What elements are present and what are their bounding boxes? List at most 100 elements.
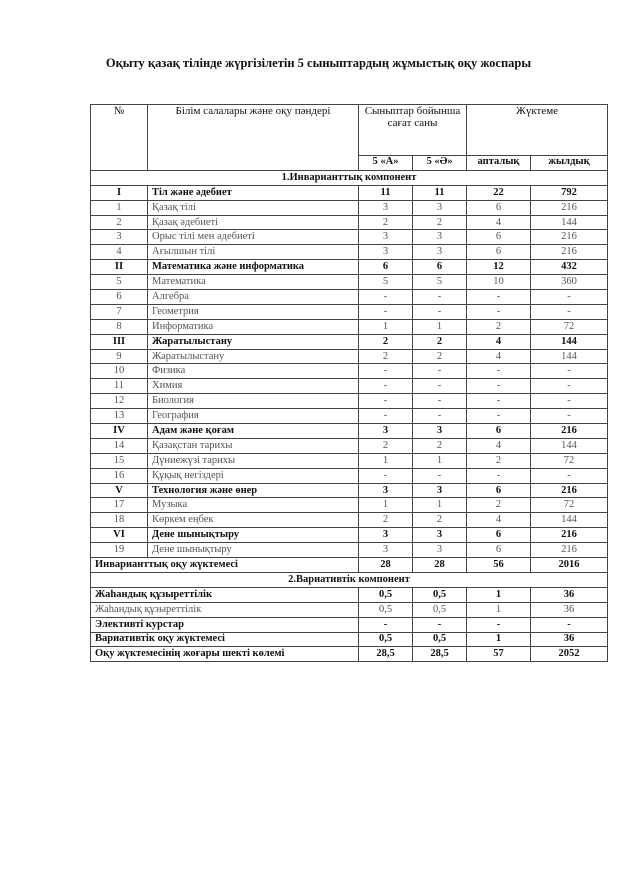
table-row: 18 Көркем еңбек 2 2 4 144 xyxy=(90,512,609,529)
table-row: Жаһандық құзыреттілік 0,5 0,5 1 36 xyxy=(90,601,609,618)
table-row: Инварианттық оқу жүктемесі 28 28 56 2016 xyxy=(90,557,609,573)
cell-value: 28,5 xyxy=(411,646,468,663)
table-row: Элективті курстар - - - - xyxy=(90,616,609,633)
cell-value: - xyxy=(358,303,413,320)
cell-value: 2 xyxy=(411,348,468,365)
row-number: 5 xyxy=(90,274,148,291)
cell-value: 4 xyxy=(466,333,532,350)
subject-name: Информатика xyxy=(147,318,359,335)
cell-value: 6 xyxy=(358,259,413,276)
cell-value: - xyxy=(466,393,532,410)
curriculum-table: № Білім салалары және оқу пәндері Сыныпт… xyxy=(89,104,609,663)
cell-value: - xyxy=(466,303,532,320)
subject-name: Адам және қоғам xyxy=(147,423,359,439)
cell-value: 0,5 xyxy=(411,586,468,603)
cell-value: - xyxy=(411,408,468,425)
table-row: Оқу жүктемесінің жоғары шекті көлемі 28,5… xyxy=(90,646,609,663)
section-title: 1.Инварианттық компонент xyxy=(89,169,609,186)
cell-value: 2 xyxy=(411,437,468,454)
table-row: II Математика және информатика 6 6 12 432 xyxy=(90,259,609,276)
cell-value: 2 xyxy=(411,333,468,350)
table-row: 14 Қазақстан тарихы 2 2 4 144 xyxy=(90,437,609,454)
table-row: 10 Физика - - - - xyxy=(90,363,609,380)
row-number: 18 xyxy=(90,512,148,529)
row-number: 6 xyxy=(90,289,148,305)
cell-value: - xyxy=(411,289,468,305)
header-hours: Сыныптар бойынша сағат саны xyxy=(357,104,468,156)
cell-value: 6 xyxy=(411,259,468,276)
table-row: I Тіл және әдебиет 11 11 22 792 xyxy=(90,184,609,201)
cell-value: 3 xyxy=(358,244,413,261)
cell-value: 36 xyxy=(530,631,609,648)
cell-value: - xyxy=(466,289,532,305)
table-body: 1.Инварианттық компонент I Тіл және әдебие… xyxy=(89,169,609,663)
header-class-a: 5 «А» xyxy=(358,155,413,171)
subject-name: Вариативтік оқу жүктемесі xyxy=(90,631,359,648)
cell-value: 2 xyxy=(466,497,532,514)
cell-value: 3 xyxy=(358,423,413,439)
subject-name: Тіл және әдебиет xyxy=(147,184,359,201)
cell-value: - xyxy=(358,378,413,395)
cell-value: 2052 xyxy=(530,646,609,663)
cell-value: - xyxy=(358,289,413,305)
table-row: 8 Информатика 1 1 2 72 xyxy=(90,318,609,335)
row-number: 12 xyxy=(90,393,148,410)
cell-value: 22 xyxy=(466,184,532,201)
section-title: 2.Вариативтік компонент xyxy=(89,571,609,588)
cell-value: 10 xyxy=(466,274,532,291)
subject-name: Қазақ әдебиеті xyxy=(147,214,359,231)
row-number: 9 xyxy=(90,348,148,365)
subject-name: Музыка xyxy=(147,497,359,514)
cell-value: 1 xyxy=(411,318,468,335)
table-row: Жаһандық құзыреттілік 0,5 0,5 1 36 xyxy=(90,586,609,603)
cell-value: - xyxy=(530,363,609,380)
row-number: 13 xyxy=(90,408,148,425)
cell-value: 2 xyxy=(411,214,468,231)
row-number: II xyxy=(90,259,148,276)
cell-value: 6 xyxy=(466,199,532,216)
subject-name: Орыс тілі мен әдебиеті xyxy=(147,229,359,246)
cell-value: 57 xyxy=(466,646,532,663)
subject-name: Құқық негіздері xyxy=(147,467,359,484)
subject-name: Ағылшын тілі xyxy=(147,244,359,261)
cell-value: 0,5 xyxy=(411,631,468,648)
row-number: VI xyxy=(90,527,148,544)
cell-value: 216 xyxy=(530,482,609,499)
cell-value: - xyxy=(466,363,532,380)
cell-value: - xyxy=(466,378,532,395)
subject-name: Қазақстан тарихы xyxy=(147,437,359,454)
table-row: 3 Орыс тілі мен әдебиеті 3 3 6 216 xyxy=(90,229,609,246)
cell-value: - xyxy=(530,289,609,305)
cell-value: - xyxy=(530,378,609,395)
subject-name: Математика және информатика xyxy=(147,259,359,276)
cell-value: 144 xyxy=(530,512,609,529)
cell-value: 4 xyxy=(466,348,532,365)
subject-name: Элективті курстар xyxy=(90,616,359,633)
cell-value: 216 xyxy=(530,527,609,544)
cell-value: 72 xyxy=(530,452,609,469)
row-number: 17 xyxy=(90,497,148,514)
cell-value: 2 xyxy=(358,214,413,231)
cell-value: 2 xyxy=(466,452,532,469)
cell-value: 4 xyxy=(466,437,532,454)
row-number: 10 xyxy=(90,363,148,380)
cell-value: 36 xyxy=(530,601,609,618)
subject-name: Биология xyxy=(147,393,359,410)
cell-value: - xyxy=(411,363,468,380)
cell-value: 11 xyxy=(411,184,468,201)
cell-value: - xyxy=(466,467,532,484)
table-row: 1 Қазақ тілі 3 3 6 216 xyxy=(90,199,609,216)
cell-value: 432 xyxy=(530,259,609,276)
header-subject: Білім салалары және оқу пәндері xyxy=(147,104,359,171)
cell-value: - xyxy=(411,467,468,484)
table-row: 6 Алгебра - - - - xyxy=(90,289,609,305)
cell-value: 0,5 xyxy=(358,601,413,618)
cell-value: 5 xyxy=(411,274,468,291)
table-row: 16 Құқық негіздері - - - - xyxy=(90,467,609,484)
cell-value: - xyxy=(358,408,413,425)
subject-name: Жаһандық құзыреттілік xyxy=(90,586,359,603)
cell-value: 5 xyxy=(358,274,413,291)
row-number: 14 xyxy=(90,437,148,454)
section-row: 2.Вариативтік компонент xyxy=(89,571,609,588)
